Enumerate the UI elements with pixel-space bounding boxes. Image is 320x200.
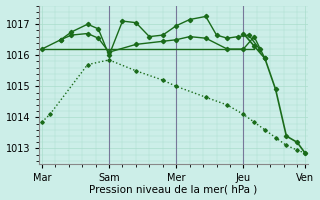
X-axis label: Pression niveau de la mer( hPa ): Pression niveau de la mer( hPa ): [89, 184, 258, 194]
